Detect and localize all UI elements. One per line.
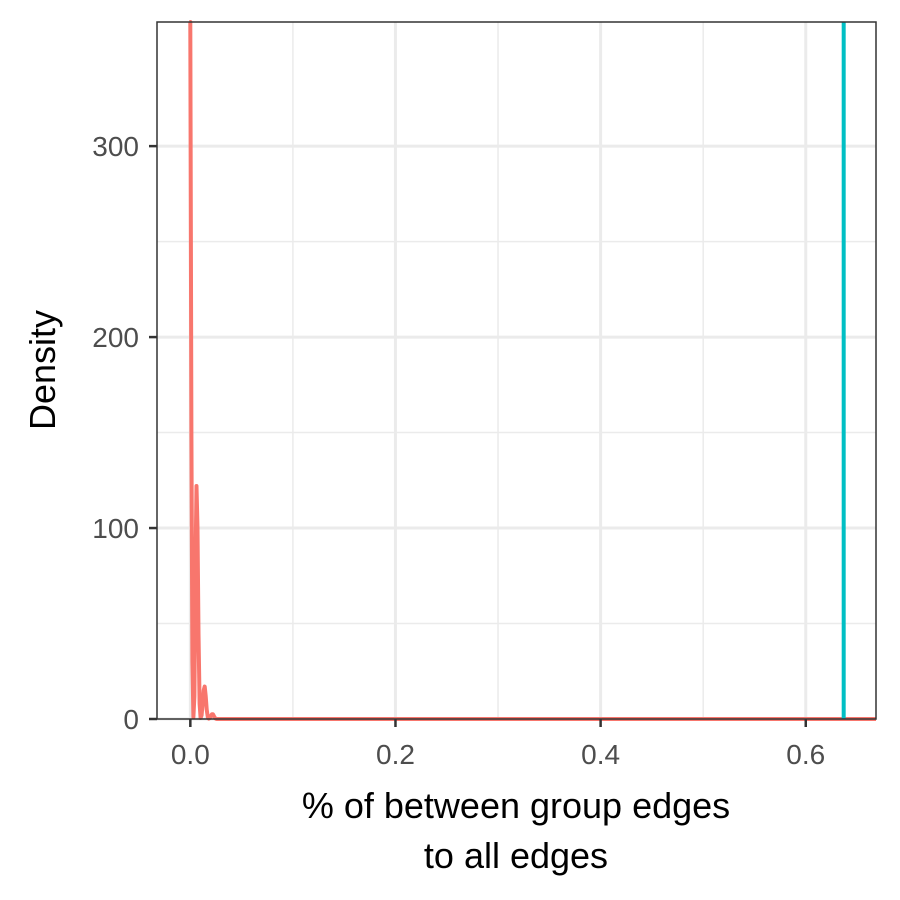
y-axis-title: Density xyxy=(22,310,63,430)
y-tick-label: 300 xyxy=(92,131,139,162)
x-tick-label: 0.6 xyxy=(786,739,825,770)
x-tick-label: 0.4 xyxy=(581,739,620,770)
y-tick-label: 0 xyxy=(123,704,139,735)
x-axis-title-line-2: to all edges xyxy=(424,835,608,876)
y-tick-label: 200 xyxy=(92,322,139,353)
x-tick-label: 0.0 xyxy=(171,739,210,770)
x-axis-title-line-1: % of between group edges xyxy=(302,785,730,826)
y-tick-label: 100 xyxy=(92,513,139,544)
panel-background xyxy=(157,22,876,719)
x-tick-label: 0.2 xyxy=(376,739,415,770)
